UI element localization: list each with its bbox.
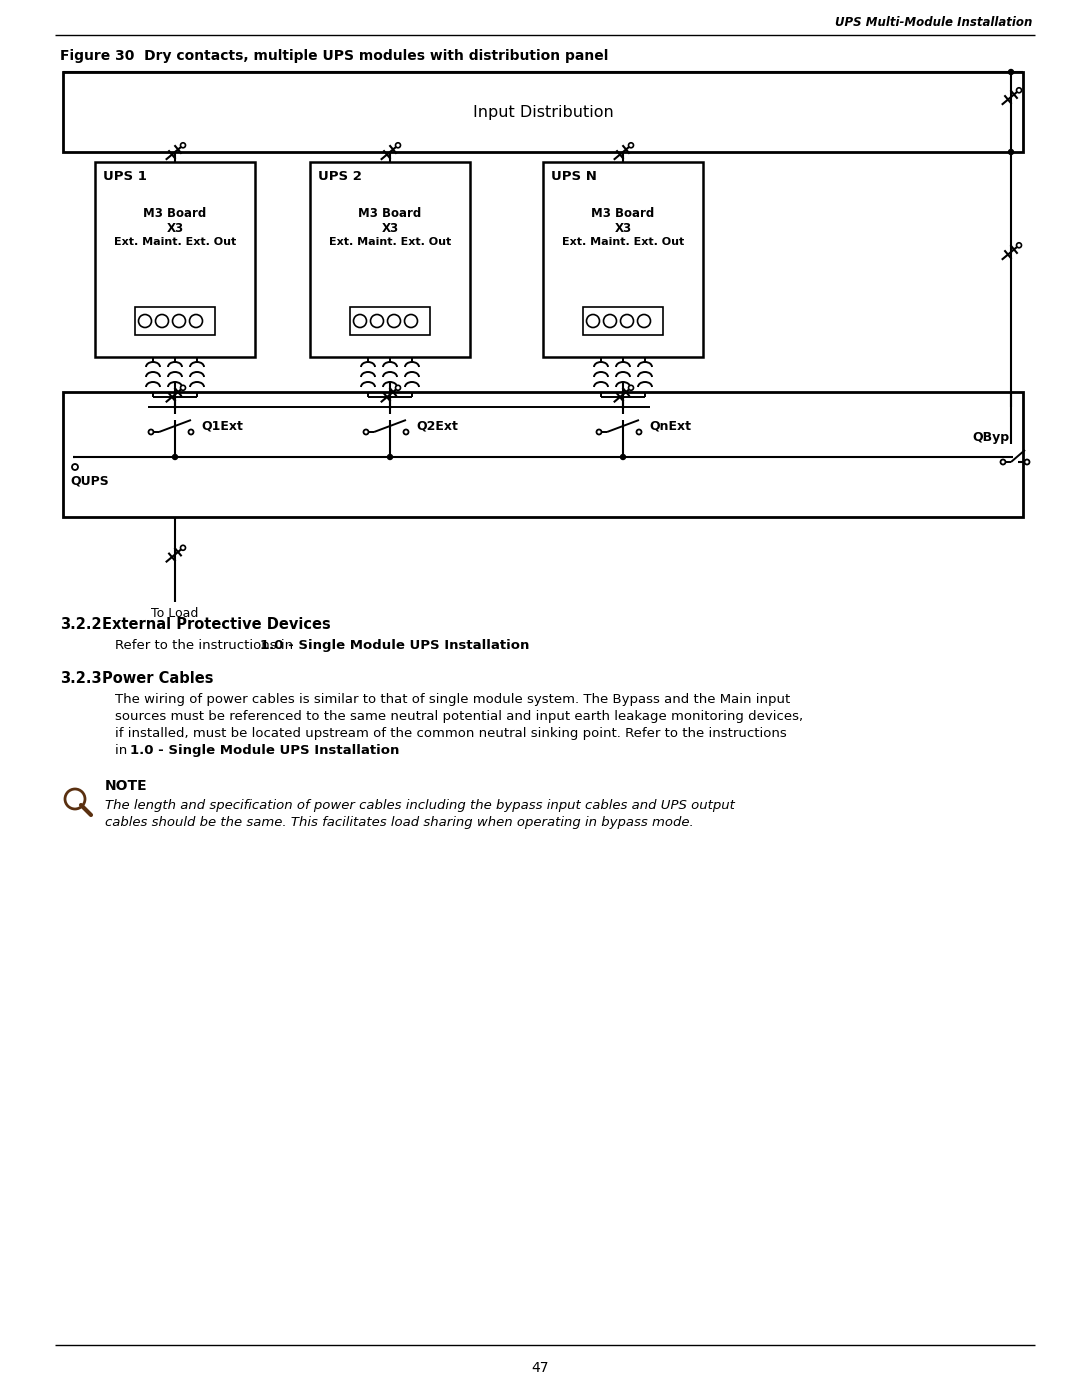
Circle shape <box>395 386 401 390</box>
Circle shape <box>189 429 193 434</box>
Bar <box>543 162 703 358</box>
Circle shape <box>138 314 151 327</box>
Circle shape <box>364 429 368 434</box>
Circle shape <box>370 314 383 327</box>
Text: Ext. Maint. Ext. Out: Ext. Maint. Ext. Out <box>329 237 451 247</box>
Text: 1.0 - Single Module UPS Installation: 1.0 - Single Module UPS Installation <box>130 745 400 757</box>
Text: .: . <box>346 745 350 757</box>
Text: Q2Ext: Q2Ext <box>416 419 458 433</box>
Text: 3.2.3: 3.2.3 <box>60 671 102 686</box>
Text: 3.2.2: 3.2.2 <box>60 617 102 631</box>
Text: NOTE: NOTE <box>105 780 148 793</box>
Circle shape <box>629 142 634 148</box>
Text: QUPS: QUPS <box>70 475 109 488</box>
Bar <box>310 162 470 358</box>
Text: UPS Multi-Module Installation: UPS Multi-Module Installation <box>835 17 1032 29</box>
Circle shape <box>180 142 186 148</box>
Text: UPS 1: UPS 1 <box>103 170 147 183</box>
Text: if installed, must be located upstream of the common neutral sinking point. Refe: if installed, must be located upstream o… <box>114 726 786 740</box>
Bar <box>350 307 430 335</box>
Text: in: in <box>114 745 132 757</box>
Text: QnExt: QnExt <box>649 419 691 433</box>
Circle shape <box>353 314 366 327</box>
Text: Ext. Maint. Ext. Out: Ext. Maint. Ext. Out <box>113 237 237 247</box>
Circle shape <box>1000 460 1005 464</box>
Text: To Load: To Load <box>151 608 199 620</box>
Circle shape <box>149 429 153 434</box>
Circle shape <box>180 545 186 550</box>
Text: External Protective Devices: External Protective Devices <box>102 617 330 631</box>
Circle shape <box>173 314 186 327</box>
Text: sources must be referenced to the same neutral potential and input earth leakage: sources must be referenced to the same n… <box>114 710 804 724</box>
Circle shape <box>621 314 634 327</box>
Bar <box>63 73 1023 152</box>
Circle shape <box>388 314 401 327</box>
Circle shape <box>395 142 401 148</box>
Text: Q1Ext: Q1Ext <box>201 419 243 433</box>
Text: .: . <box>476 638 481 652</box>
Text: X3: X3 <box>615 222 632 235</box>
Circle shape <box>180 386 186 390</box>
Circle shape <box>1009 70 1013 74</box>
Circle shape <box>405 314 418 327</box>
Bar <box>135 307 215 335</box>
Text: Power Cables: Power Cables <box>102 671 214 686</box>
Circle shape <box>604 314 617 327</box>
Bar <box>583 307 663 335</box>
Text: Figure 30  Dry contacts, multiple UPS modules with distribution panel: Figure 30 Dry contacts, multiple UPS mod… <box>60 49 608 63</box>
Circle shape <box>637 314 650 327</box>
Circle shape <box>1016 88 1022 92</box>
Circle shape <box>173 454 177 460</box>
Text: M3 Board: M3 Board <box>592 207 654 219</box>
Text: UPS N: UPS N <box>551 170 597 183</box>
Text: Input Distribution: Input Distribution <box>473 105 613 120</box>
Bar <box>95 162 255 358</box>
Bar <box>63 393 1023 517</box>
Text: 1.0 - Single Module UPS Installation: 1.0 - Single Module UPS Installation <box>260 638 529 652</box>
Circle shape <box>586 314 599 327</box>
Text: M3 Board: M3 Board <box>359 207 421 219</box>
Circle shape <box>388 454 392 460</box>
Circle shape <box>621 454 625 460</box>
Circle shape <box>189 314 203 327</box>
Text: 47: 47 <box>531 1361 549 1375</box>
Text: X3: X3 <box>166 222 184 235</box>
Text: cables should be the same. This facilitates load sharing when operating in bypas: cables should be the same. This facilita… <box>105 816 693 828</box>
Text: M3 Board: M3 Board <box>144 207 206 219</box>
Text: The length and specification of power cables including the bypass input cables a: The length and specification of power ca… <box>105 799 734 812</box>
Text: QByp: QByp <box>972 432 1010 444</box>
Text: UPS 2: UPS 2 <box>318 170 362 183</box>
Text: Refer to the instructions in: Refer to the instructions in <box>114 638 297 652</box>
Circle shape <box>72 464 78 469</box>
Circle shape <box>404 429 408 434</box>
Circle shape <box>1016 243 1022 247</box>
Circle shape <box>629 386 634 390</box>
Text: X3: X3 <box>381 222 399 235</box>
Circle shape <box>1009 149 1013 155</box>
Circle shape <box>156 314 168 327</box>
Circle shape <box>636 429 642 434</box>
Text: The wiring of power cables is similar to that of single module system. The Bypas: The wiring of power cables is similar to… <box>114 693 791 705</box>
Circle shape <box>596 429 602 434</box>
Text: Ext. Maint. Ext. Out: Ext. Maint. Ext. Out <box>562 237 684 247</box>
Circle shape <box>1025 460 1029 464</box>
